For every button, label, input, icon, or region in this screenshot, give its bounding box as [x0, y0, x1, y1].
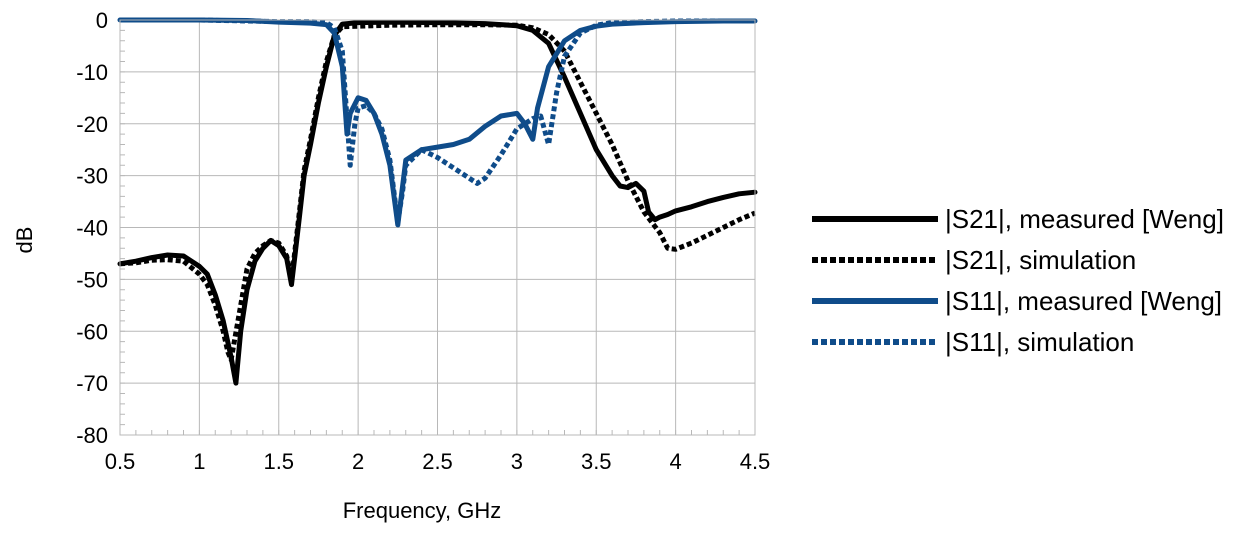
x-tick-label: 1.5 — [263, 449, 294, 474]
x-tick-label: 3 — [511, 449, 523, 474]
legend-label-1: |S21|, measured [Weng] — [945, 204, 1224, 234]
series-line-4 — [120, 17, 755, 225]
axes: 0.5 1 1.5 2 2.5 3 3.5 4 4.5 0 -10 -20 -30 -40 -50 -60 -7… — [76, 8, 770, 474]
x-axis-title: Frequency, GHz — [343, 498, 502, 523]
legend-label-2: |S21|, simulation — [945, 245, 1136, 275]
y-tick-label: -80 — [76, 423, 108, 448]
x-tick-label: 4.5 — [740, 449, 771, 474]
x-tick-label: 0.5 — [105, 449, 136, 474]
y-tick-label: -20 — [76, 112, 108, 137]
series-line-2 — [119, 22, 756, 363]
y-tick-label: -40 — [76, 216, 108, 241]
x-tick-label: 3.5 — [581, 449, 612, 474]
y-tick-label: -30 — [76, 164, 108, 189]
y-tick-label: -50 — [76, 267, 108, 292]
legend-label-4: |S11|, simulation — [945, 327, 1134, 357]
y-tick-label: -70 — [76, 371, 108, 396]
y-tick-label: -60 — [76, 319, 108, 344]
plot-series — [117, 17, 758, 386]
x-tick-label: 1 — [193, 449, 205, 474]
y-tick-label: -10 — [76, 60, 108, 85]
legend: |S21|, measured [Weng] |S21|, simulation |… — [812, 204, 1224, 357]
y-tick-label: 0 — [96, 8, 108, 33]
x-tick-label: 2 — [352, 449, 364, 474]
y-axis-title: dB — [12, 227, 37, 254]
legend-label-3: |S11|, measured [Weng] — [945, 286, 1222, 316]
x-tick-label: 4 — [670, 449, 682, 474]
x-tick-label: 2.5 — [422, 449, 453, 474]
plot-frame — [119, 19, 756, 436]
